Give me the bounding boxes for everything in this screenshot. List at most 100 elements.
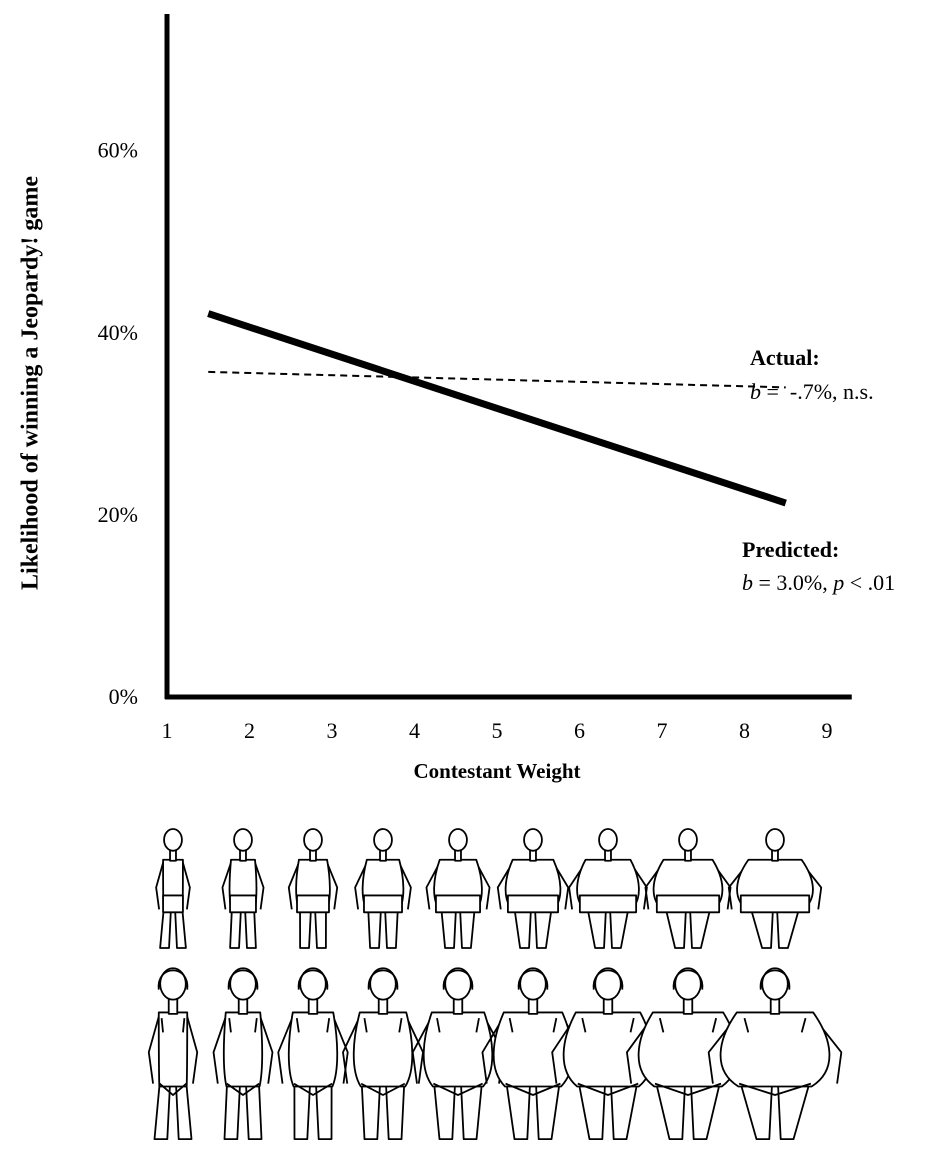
figure-hair xyxy=(442,969,474,990)
figure-swimsuit xyxy=(738,1017,812,1096)
figure-hair xyxy=(517,969,549,990)
figure-leg xyxy=(664,906,687,949)
figure-swimsuit xyxy=(226,1018,260,1096)
figure-shorts xyxy=(229,894,257,914)
figure-arm xyxy=(287,862,300,910)
figure-torso xyxy=(492,1011,574,1088)
figure-head xyxy=(233,828,253,852)
body-figure xyxy=(425,828,491,949)
x-tick-label: 4 xyxy=(409,718,420,743)
body-figure xyxy=(277,967,349,1141)
body-figure xyxy=(644,828,732,949)
figure-head xyxy=(229,967,257,1001)
x-tick-label: 3 xyxy=(327,718,338,743)
figure-leg xyxy=(609,906,630,949)
x-tick-label: 1 xyxy=(162,718,173,743)
body-figure xyxy=(707,967,843,1141)
figure-leg xyxy=(159,906,172,949)
body-figure xyxy=(568,828,648,949)
y-tick-label: 40% xyxy=(98,320,138,345)
x-axis-label: Contestant Weight xyxy=(413,759,580,783)
figure-leg xyxy=(513,906,532,949)
figure-leg xyxy=(440,906,457,949)
figure-head xyxy=(369,967,397,1001)
figure-shorts xyxy=(655,894,721,914)
x-tick-label: 6 xyxy=(574,718,585,743)
figure-arm xyxy=(342,1016,361,1084)
figure-leg xyxy=(586,906,607,949)
figure-leg xyxy=(223,1079,242,1141)
annotation-part: b xyxy=(750,379,761,404)
figure-neck xyxy=(377,997,389,1015)
figure-arm xyxy=(277,1016,294,1084)
series-line xyxy=(207,310,787,507)
figure-head xyxy=(159,967,187,1001)
figure-leg xyxy=(534,906,553,949)
y-axis-label: Likelihood of winning a Jeopardy! game xyxy=(18,176,44,590)
figure-arm xyxy=(354,862,368,910)
figure-shorts xyxy=(296,894,330,914)
figure-arm xyxy=(332,1016,349,1084)
figure-head xyxy=(519,967,547,1001)
figure-hair xyxy=(157,969,189,990)
figure-shorts xyxy=(739,894,811,914)
y-tick-label: 60% xyxy=(98,138,138,163)
figure-torso xyxy=(157,1011,189,1088)
series-line xyxy=(208,370,786,389)
annotation-part: < .01 xyxy=(844,570,895,595)
annotation-stat: b = 3.0%, p < .01 xyxy=(742,570,895,595)
figure-arm xyxy=(425,862,441,910)
annotation-title: Actual: xyxy=(750,345,820,370)
figure-arm xyxy=(254,862,265,910)
figure-leg xyxy=(689,906,712,949)
figure-head xyxy=(765,828,785,852)
y-tick-label: 0% xyxy=(109,684,138,709)
figure-torso xyxy=(287,1011,339,1088)
figure-head xyxy=(299,967,327,1001)
figure-leg xyxy=(776,906,801,949)
figure-head xyxy=(598,828,618,852)
body-figure xyxy=(354,828,412,949)
body-figure xyxy=(221,828,265,949)
body-figure xyxy=(496,828,570,949)
figure-shorts xyxy=(578,894,638,914)
figure-arm xyxy=(186,1016,199,1084)
figure-head xyxy=(444,967,472,1001)
figure-neck xyxy=(527,997,539,1015)
figure-arm xyxy=(212,1016,227,1084)
figure-leg xyxy=(314,906,327,949)
figure-neck xyxy=(307,997,319,1015)
figure-head xyxy=(448,828,468,852)
figure-arm xyxy=(326,862,339,910)
figure-torso xyxy=(222,1011,264,1088)
annotation-part: b xyxy=(742,570,753,595)
figure-leg xyxy=(244,1079,263,1141)
figure-arm xyxy=(221,862,232,910)
figure-neck xyxy=(452,997,464,1015)
figure-leg xyxy=(299,906,312,949)
x-tick-label: 8 xyxy=(739,718,750,743)
figure-leg xyxy=(749,906,774,949)
figure-head xyxy=(674,967,702,1001)
figure-torso xyxy=(352,1011,414,1088)
figure-arm xyxy=(155,862,164,910)
figure-arm xyxy=(182,862,191,910)
figure-swimsuit xyxy=(293,1017,333,1096)
annotation-part: = -.7%, n.s. xyxy=(761,379,874,404)
figure-torso xyxy=(422,1011,494,1088)
x-tick-label: 7 xyxy=(657,718,668,743)
figure-head xyxy=(373,828,393,852)
figure-leg xyxy=(367,906,382,949)
figure-hair xyxy=(759,969,791,990)
y-tick-label: 20% xyxy=(98,502,138,527)
figure-arm xyxy=(481,1016,505,1084)
body-figure xyxy=(147,967,199,1141)
x-tick-label: 9 xyxy=(822,718,833,743)
body-figure xyxy=(287,828,339,949)
body-figure xyxy=(155,828,191,949)
figure-hair xyxy=(672,969,704,990)
figure-neck xyxy=(682,997,694,1015)
body-figure xyxy=(411,967,505,1141)
